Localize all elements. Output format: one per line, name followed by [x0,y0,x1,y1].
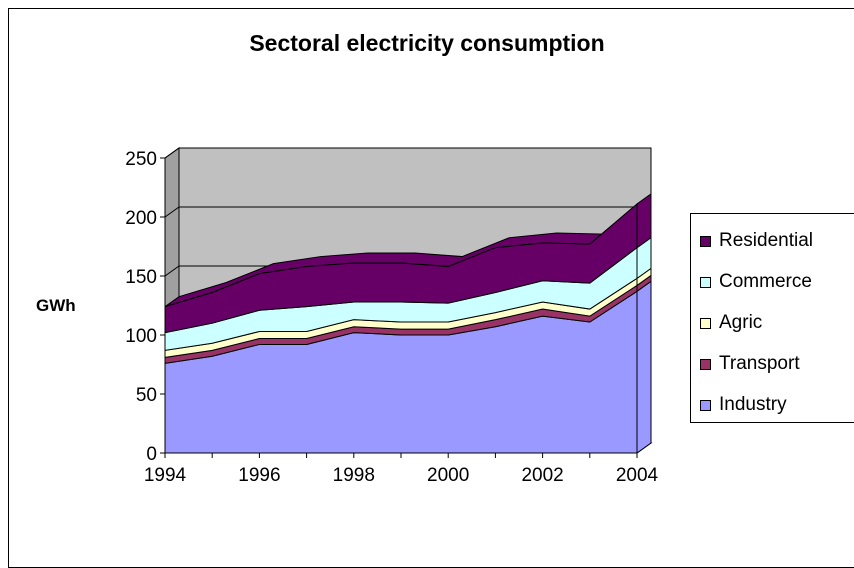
x-tick-label: 2002 [521,465,563,486]
legend-swatch [700,276,711,288]
gridline [164,147,651,159]
legend-swatch [700,358,711,370]
legend: Residential Commerce Agric Transport Industr… [690,213,854,423]
legend-label: Residential [719,230,813,251]
x-tick-labels: 1994 1996 1998 2000 2002 2004 [144,453,659,486]
legend-item-agric: Agric [700,312,762,334]
legend-swatch [700,235,711,247]
chart-plot: 0 50 100 150 200 250 1994 1996 1998 2000 2002 2004 [125,147,659,486]
area-series [164,193,652,454]
legend-item-residential: Residential [700,230,813,252]
y-tick-label: 200 [125,208,157,229]
gridline [164,206,651,218]
series-residential [164,193,652,334]
legend-swatch [700,399,711,411]
legend-item-transport: Transport [700,353,800,375]
y-tick-label: 250 [125,149,157,170]
x-tick-label: 1994 [144,465,187,486]
legend-label: Commerce [719,271,812,292]
y-tick-label: 150 [125,267,157,288]
area-end-face [636,280,652,454]
legend-item-commerce: Commerce [700,271,812,293]
y-tick-labels: 0 50 100 150 200 250 [125,149,165,465]
x-tick-label: 1996 [238,465,280,486]
x-tick-label: 2004 [616,465,659,486]
legend-item-industry: Industry [700,394,787,416]
x-tick-label: 2000 [427,465,469,486]
y-tick-label: 0 [146,444,157,465]
legend-label: Transport [719,353,800,374]
area-end-face [636,193,652,249]
y-tick-label: 100 [125,326,157,347]
chart-title: Sectoral electricity consumption [249,30,605,56]
y-tick-label: 50 [136,385,157,406]
legend-label: Agric [719,312,763,333]
y-axis-label: GWh [36,296,76,315]
x-tick-label: 1998 [333,465,375,486]
legend-label: Industry [719,394,787,415]
legend-swatch [700,317,711,329]
